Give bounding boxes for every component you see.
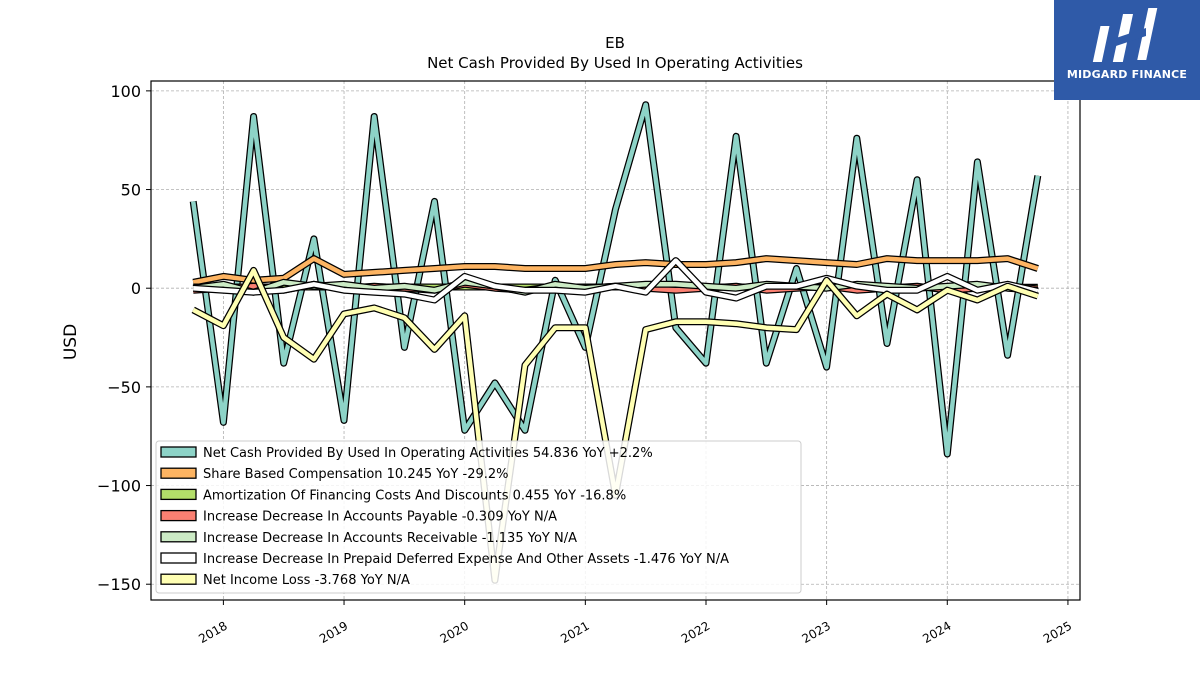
series-1 [192, 255, 1039, 286]
y-axis-label: USD [61, 324, 81, 360]
legend-swatch [160, 552, 197, 564]
series-5 [192, 257, 1039, 304]
y-tick-label: 100 [110, 82, 141, 101]
y-tick-label: −100 [97, 477, 141, 496]
plot-frame [150, 80, 1081, 601]
legend-swatch [160, 573, 197, 585]
legend-swatch [160, 488, 197, 501]
series-line [190, 102, 1041, 457]
brand-logo: MIDGARD FINANCE [1054, 0, 1200, 100]
x-tick-label: 2024 [920, 619, 953, 646]
legend-entry: Net Cash Provided By Used In Operating A… [203, 446, 653, 461]
series-line [192, 256, 1039, 285]
series-line [193, 258, 1039, 303]
legend-entry: Amortization Of Financing Costs And Disc… [203, 488, 626, 503]
series-layer [189, 101, 1042, 584]
y-tick-label: 0 [131, 279, 141, 298]
y-axis: 100 50 0 −50 −100 −150 [97, 82, 151, 594]
y-tick-label: 50 [121, 181, 141, 200]
legend-entry: Increase Decrease In Accounts Receivable… [203, 531, 577, 546]
legend-swatch [160, 467, 197, 479]
legend-swatch [160, 509, 197, 522]
chart-subtitle: Net Cash Provided By Used In Operating A… [427, 54, 803, 72]
legend-swatch [160, 531, 197, 543]
x-tick-label: 2019 [317, 619, 350, 646]
x-tick-label: 2023 [800, 619, 833, 646]
x-tick-label: 2018 [196, 619, 229, 646]
legend: Net Cash Provided By Used In Operating A… [155, 440, 802, 594]
y-tick-label: −50 [107, 378, 141, 397]
y-tick-label: −150 [97, 575, 141, 594]
legend-box [155, 440, 802, 594]
x-tick-label: 2025 [1041, 619, 1074, 646]
legend-swatch [160, 446, 197, 458]
legend-entry: Net Income Loss -3.768 YoY N/A [203, 573, 410, 588]
x-tick-label: 2021 [558, 619, 591, 646]
legend-entry: Increase Decrease In Accounts Payable -0… [203, 510, 557, 525]
logo-text: MIDGARD FINANCE [1066, 68, 1188, 81]
series-0 [189, 101, 1042, 458]
x-tick-label: 2020 [438, 619, 471, 646]
legend-entry: Increase Decrease In Prepaid Deferred Ex… [203, 552, 729, 567]
chart-title: EB [605, 34, 625, 52]
x-tick-label: 2022 [679, 619, 712, 646]
legend-entry: Share Based Compensation 10.245 YoY -29.… [203, 467, 509, 482]
x-axis: 2018 2019 2020 2021 2022 2023 2024 2025 [196, 600, 1074, 646]
logo-mark-icon [1092, 8, 1158, 62]
